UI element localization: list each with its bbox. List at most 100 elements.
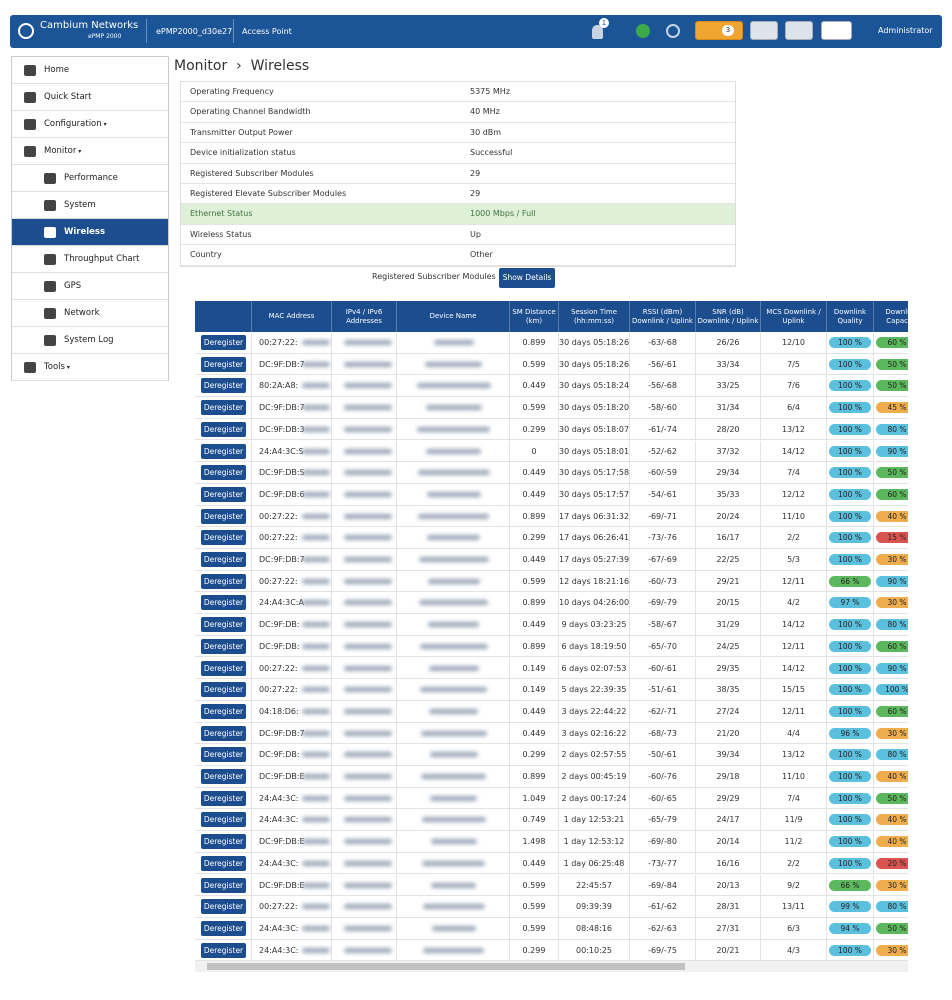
user-icon[interactable] — [592, 25, 603, 39]
cell: 0.449 — [510, 462, 559, 484]
deregister-button[interactable]: Deregister — [201, 573, 246, 589]
nav-item[interactable]: Tools ▾ — [12, 354, 168, 381]
link-icon[interactable] — [666, 24, 680, 38]
deregister-button[interactable]: Deregister — [201, 486, 246, 502]
cell: -51/-61 — [630, 679, 696, 701]
quality-pill: 100 % — [829, 337, 871, 348]
deregister-button[interactable]: Deregister — [201, 790, 246, 806]
cell — [332, 353, 397, 376]
cell: -56/-68 — [630, 375, 696, 398]
capacity-pill: 20 % — [876, 857, 908, 869]
status-row: Device initialization status Successful — [181, 143, 735, 164]
deregister-button[interactable]: Deregister — [201, 400, 246, 416]
blurred-text — [302, 557, 330, 562]
blurred-text — [302, 904, 330, 910]
deregister-button[interactable]: Deregister — [201, 335, 246, 350]
deregister-button[interactable]: Deregister — [201, 725, 246, 741]
power-button[interactable] — [821, 21, 852, 40]
blurred-text — [302, 752, 330, 758]
deregister-button[interactable]: Deregister — [201, 443, 246, 459]
cell — [397, 635, 510, 658]
deregister-button[interactable]: Deregister — [201, 660, 246, 676]
deregister-button[interactable]: Deregister — [201, 465, 246, 481]
save-button[interactable] — [785, 21, 813, 40]
cell — [397, 570, 510, 593]
alerts-button[interactable]: 3 — [695, 21, 743, 40]
cell: Deregister — [195, 874, 252, 897]
nav-item[interactable]: System — [12, 192, 168, 219]
deregister-button[interactable]: Deregister — [201, 812, 246, 828]
cell: 00:27:22: — [252, 505, 332, 528]
globe-icon[interactable] — [636, 24, 650, 38]
quality-pill: 94 % — [829, 922, 871, 934]
deregister-button[interactable]: Deregister — [201, 617, 246, 633]
capacity-pill: 50 % — [876, 380, 908, 392]
nav-icon — [24, 362, 36, 373]
cell: 33/34 — [696, 353, 761, 376]
crumb: Monitor — [174, 58, 228, 74]
cell: 14/12 — [761, 657, 827, 680]
cell: 24:A4:3C: — [252, 917, 332, 940]
user-menu[interactable]: Administrator — [878, 26, 933, 35]
scroll-thumb[interactable] — [207, 963, 685, 970]
blurred-text — [417, 470, 490, 476]
cell: Deregister — [195, 549, 252, 571]
deregister-button[interactable]: Deregister — [201, 942, 246, 958]
cell: 100 % — [827, 375, 874, 398]
deregister-button[interactable]: Deregister — [201, 378, 246, 394]
deregister-button[interactable]: Deregister — [201, 834, 246, 850]
deregister-button[interactable]: Deregister — [201, 421, 246, 437]
cell — [332, 787, 397, 810]
deregister-button[interactable]: Deregister — [201, 747, 246, 763]
quality-pill: 100 % — [829, 814, 871, 826]
nav-item[interactable]: Wireless — [12, 219, 168, 246]
cell: 100 % — [827, 787, 874, 810]
cell: 100 % — [827, 744, 874, 766]
cell: 6/3 — [761, 917, 827, 940]
nav-icon — [44, 308, 56, 319]
nav-item[interactable]: Network — [12, 300, 168, 327]
deregister-button[interactable]: Deregister — [201, 682, 246, 698]
deregister-button[interactable]: Deregister — [201, 899, 246, 915]
show-details-button[interactable]: Show Details — [499, 268, 555, 288]
blurred-text — [302, 817, 330, 823]
deregister-button[interactable]: Deregister — [201, 508, 246, 524]
blurred-text — [422, 904, 485, 910]
nav-item[interactable]: System Log — [12, 327, 168, 354]
deregister-button[interactable]: Deregister — [201, 920, 246, 936]
nav-item[interactable]: Performance — [12, 165, 168, 192]
nav-item[interactable]: Quick Start — [12, 84, 168, 111]
nav-item[interactable]: Configuration ▾ — [12, 111, 168, 138]
capacity-pill: 80 % — [876, 749, 908, 761]
cell: 30 days 05:18:26 — [559, 332, 630, 354]
cell: 1.498 — [510, 831, 559, 853]
deregister-button[interactable]: Deregister — [201, 530, 246, 546]
undo-button[interactable] — [750, 21, 778, 40]
quality-pill: 100 % — [829, 554, 871, 565]
nav-item[interactable]: GPS — [12, 273, 168, 300]
cell: Deregister — [195, 592, 252, 615]
quality-pill: 100 % — [829, 423, 871, 435]
cell — [332, 852, 397, 875]
quality-pill: 100 % — [829, 445, 871, 457]
blurred-text — [302, 774, 330, 779]
deregister-button[interactable]: Deregister — [201, 356, 246, 372]
deregister-button[interactable]: Deregister — [201, 638, 246, 654]
mac-address: DC:9F:DB:6 — [259, 489, 305, 499]
cell: DC:9F:DB:7 — [252, 722, 332, 745]
scrollbar[interactable] — [195, 961, 908, 972]
cell: 100 % — [827, 418, 874, 441]
deregister-button[interactable]: Deregister — [201, 769, 246, 784]
deregister-button[interactable]: Deregister — [201, 552, 246, 567]
deregister-button[interactable]: Deregister — [201, 703, 246, 719]
status-value: 29 — [470, 168, 481, 178]
nav-item[interactable]: Home — [12, 57, 168, 84]
deregister-button[interactable]: Deregister — [201, 877, 246, 893]
cell — [332, 896, 397, 918]
nav-item[interactable]: Throughput Chart — [12, 246, 168, 273]
cell: 13/12 — [761, 418, 827, 441]
blurred-text — [430, 795, 477, 801]
nav-item[interactable]: Monitor ▾ — [12, 138, 168, 165]
deregister-button[interactable]: Deregister — [201, 595, 246, 611]
deregister-button[interactable]: Deregister — [201, 855, 246, 871]
